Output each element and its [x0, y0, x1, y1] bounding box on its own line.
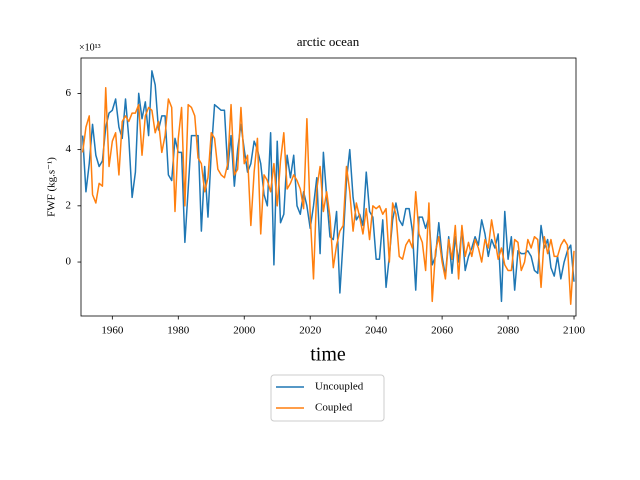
x-axis-label: time — [310, 344, 346, 366]
x-tick-label: 2100 — [563, 325, 586, 337]
y-tick-label: 2 — [66, 199, 72, 211]
x-tick-label: 2000 — [233, 325, 256, 337]
chart-title: arctic ocean — [297, 34, 360, 49]
y-tick-label: 0 — [66, 256, 72, 268]
y-axis-label: FWF (kg.s⁻¹) — [46, 157, 58, 217]
y-tick-label: 4 — [66, 143, 72, 155]
x-tick-label: 2040 — [365, 325, 388, 337]
x-tick-label: 2020 — [299, 325, 322, 337]
x-tick-label: 2080 — [497, 325, 520, 337]
plot-frame — [80, 57, 577, 317]
x-tick-label: 2060 — [431, 325, 454, 337]
y-tick-label: 6 — [66, 87, 72, 99]
series-line — [81, 70, 575, 303]
x-tick-label: 1960 — [101, 325, 124, 337]
y-offset: ×10¹³ — [79, 42, 101, 53]
legend-label: Uncoupled — [315, 381, 364, 393]
legend-label: Coupled — [315, 402, 353, 414]
x-tick-label: 1980 — [167, 325, 190, 337]
series-line — [81, 87, 575, 305]
